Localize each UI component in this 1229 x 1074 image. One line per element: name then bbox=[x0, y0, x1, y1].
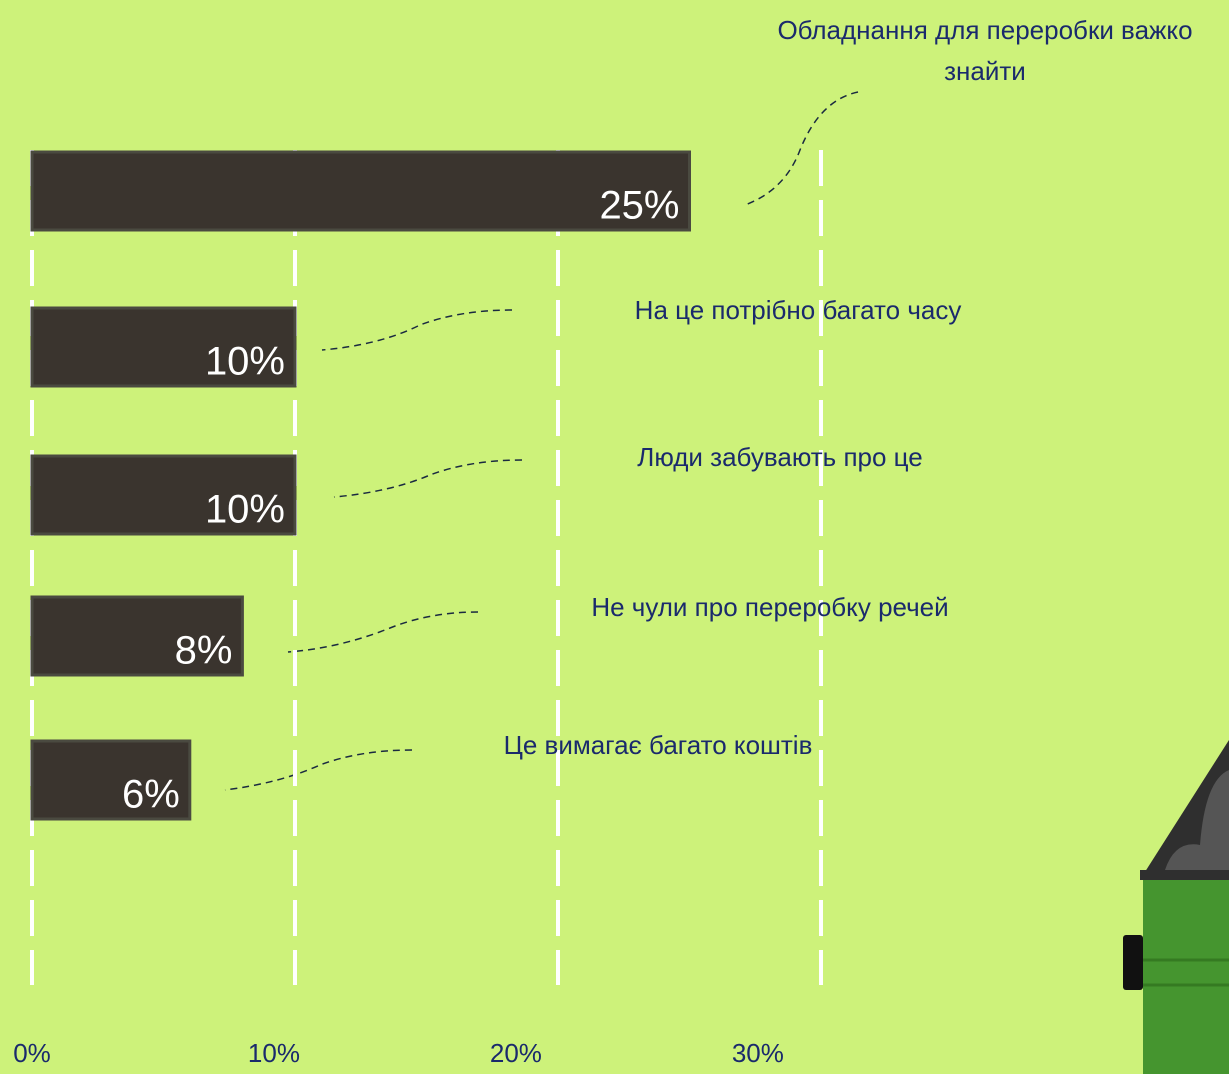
value-label: 10% bbox=[205, 340, 285, 384]
chart-canvas: 0% 10% 20% 30% 25% 10% 10% 8% 6% bbox=[0, 0, 1229, 1074]
annotation: Обладнання для переробки важко знайти bbox=[735, 10, 1229, 92]
arrow bbox=[225, 750, 412, 790]
x-tick-label: 10% bbox=[248, 1038, 300, 1068]
annotation: На це потрібно багато часу bbox=[548, 290, 1048, 331]
x-tick-label: 20% bbox=[490, 1038, 542, 1068]
chart: 0% 10% 20% 30% 25% 10% 10% 8% 6% Обладнання для … bbox=[0, 0, 1229, 1074]
annotation: Люди забувають про це bbox=[530, 437, 1030, 478]
value-label: 10% bbox=[205, 488, 285, 532]
annotation: Не чули про переробку речей bbox=[565, 587, 975, 628]
bin-rim bbox=[1140, 870, 1229, 880]
value-label: 6% bbox=[122, 773, 180, 817]
bar bbox=[32, 152, 690, 230]
value-label: 25% bbox=[599, 184, 679, 228]
bin-handle bbox=[1123, 935, 1143, 990]
arrow bbox=[334, 460, 522, 497]
arrow bbox=[322, 310, 512, 350]
x-tick-label: 0% bbox=[13, 1038, 51, 1068]
bin-body bbox=[1143, 875, 1229, 1074]
dustbin bbox=[1123, 740, 1229, 1074]
value-label: 8% bbox=[175, 629, 233, 673]
x-tick-label: 30% bbox=[732, 1038, 784, 1068]
arrow bbox=[288, 612, 478, 652]
arrow bbox=[745, 92, 858, 205]
annotation: Це вимагає багато коштів bbox=[408, 725, 908, 766]
